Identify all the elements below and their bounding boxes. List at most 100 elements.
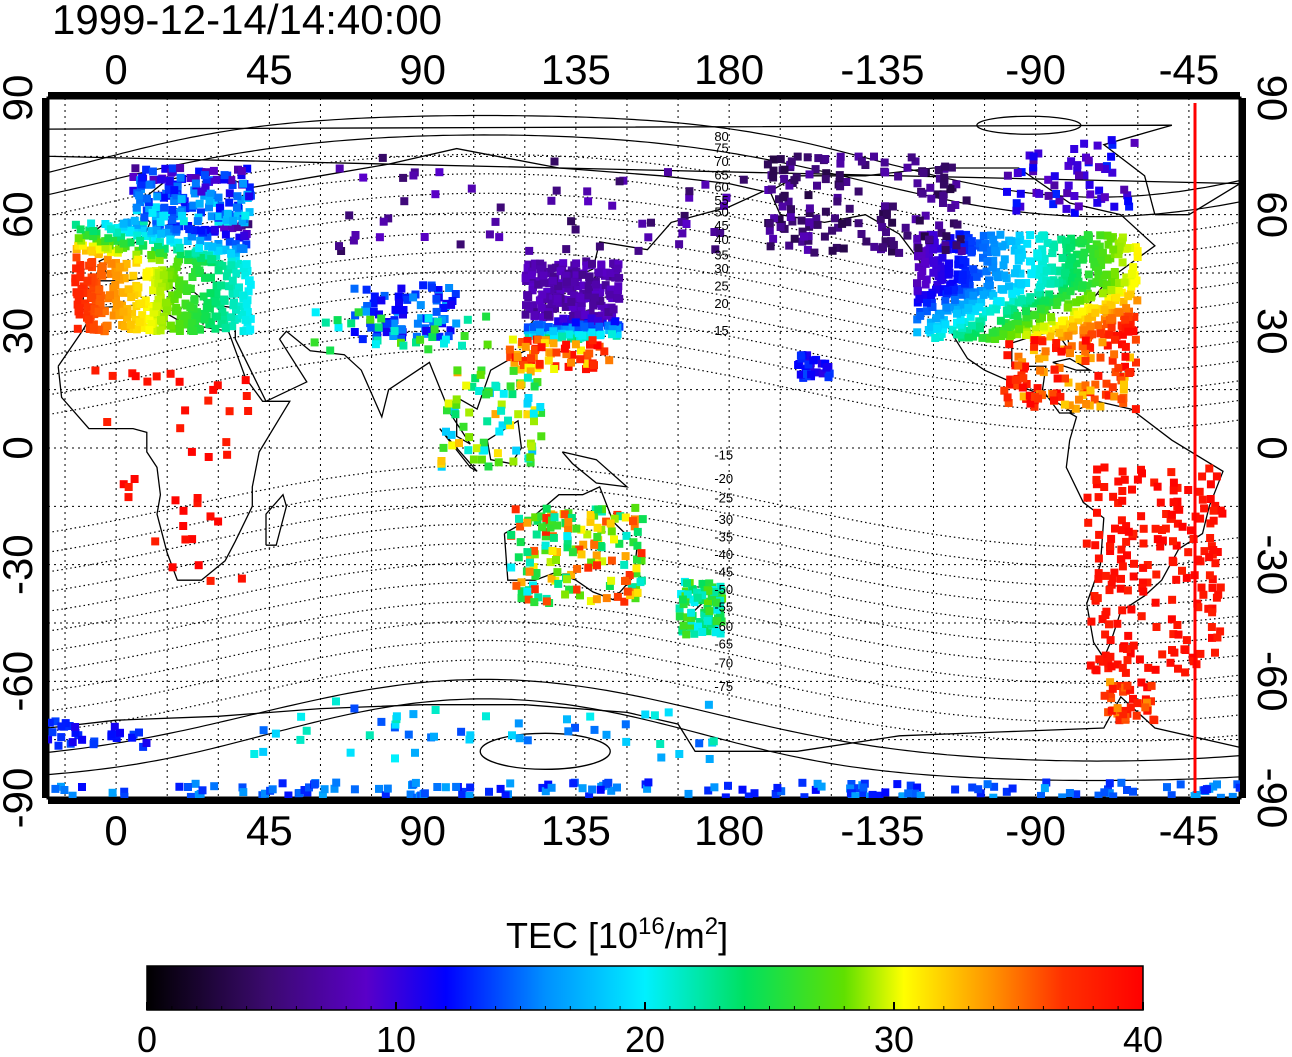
tec-pixel xyxy=(525,558,534,567)
tec-pixel xyxy=(157,282,166,291)
tec-pixel xyxy=(941,246,950,254)
tec-pixel xyxy=(926,318,935,327)
tec-pixel xyxy=(1108,308,1117,317)
tec-pixel xyxy=(48,728,57,737)
tec-pixel xyxy=(585,285,593,294)
bottom-tick-label: 180 xyxy=(694,807,764,854)
right-tick-label: -30 xyxy=(1249,534,1292,595)
tec-pixel xyxy=(477,366,486,375)
tec-pixel xyxy=(693,588,702,597)
tec-pixel xyxy=(228,276,237,285)
tec-pixel xyxy=(1122,522,1131,531)
tec-pixel xyxy=(1098,248,1107,257)
tec-pixel xyxy=(556,286,565,295)
tec-pixel xyxy=(399,310,407,319)
tec-pixel xyxy=(568,548,577,557)
tec-pixel xyxy=(207,212,216,221)
tec-pixel xyxy=(644,778,653,787)
tec-pixel xyxy=(484,462,493,471)
tec-pixel xyxy=(1109,492,1118,501)
tec-pixel xyxy=(574,323,583,332)
tec-pixel xyxy=(1095,163,1103,172)
tec-pixel xyxy=(881,168,890,177)
contour-label: 55 xyxy=(714,193,728,208)
tec-pixel xyxy=(506,421,515,430)
tec-pixel xyxy=(812,214,821,223)
tec-pixel xyxy=(1129,572,1138,581)
bottom-tick-label: 90 xyxy=(399,807,446,854)
tec-pixel xyxy=(193,314,202,323)
tec-pixel xyxy=(1015,325,1024,334)
tec-pixel xyxy=(206,576,215,585)
tec-pixel xyxy=(637,556,646,565)
tec-pixel xyxy=(1128,485,1136,494)
tec-pixel xyxy=(122,259,131,268)
tec-pixel xyxy=(371,340,380,349)
tec-pixel xyxy=(1198,495,1207,504)
tec-pixel xyxy=(560,510,569,519)
tec-pixel xyxy=(929,268,938,277)
tec-pixel xyxy=(89,320,98,329)
tec-pixel xyxy=(1114,363,1123,372)
tec-pixel xyxy=(227,313,236,322)
tec-pixel xyxy=(1080,139,1089,148)
tec-pixel xyxy=(947,163,956,172)
tec-pixel xyxy=(527,354,535,363)
tec-pixel xyxy=(1114,287,1123,295)
mlat-contour xyxy=(47,639,1241,723)
tec-pixel xyxy=(1143,683,1152,692)
tec-pixel xyxy=(862,237,871,246)
tec-pixel xyxy=(1106,678,1115,687)
tec-pixel xyxy=(780,174,789,183)
tec-pixel xyxy=(135,191,144,200)
tec-pixel xyxy=(1122,537,1131,546)
tec-pixel xyxy=(705,755,714,763)
tec-pixel xyxy=(205,203,213,212)
tec-pixel xyxy=(172,225,181,234)
tec-pixel xyxy=(682,220,691,228)
tec-pixel xyxy=(549,533,558,542)
tec-pixel xyxy=(1137,612,1146,621)
tec-pixel xyxy=(1211,501,1220,510)
tec-pixel xyxy=(1116,584,1125,593)
tec-pixel xyxy=(1081,357,1090,365)
tec-pixel xyxy=(1102,379,1111,388)
tec-pixel xyxy=(960,241,969,250)
contour-label: -40 xyxy=(714,547,733,562)
tec-pixel xyxy=(564,524,573,533)
tec-pixel xyxy=(512,446,521,455)
tec-pixel xyxy=(1100,691,1109,700)
tec-pixel xyxy=(547,574,556,583)
tec-pixel xyxy=(1031,265,1040,274)
tec-pixel xyxy=(242,300,251,309)
tec-pixel xyxy=(1076,296,1085,305)
tec-pixel xyxy=(525,246,534,255)
tec-pixel xyxy=(235,283,243,292)
tec-pixel xyxy=(137,299,146,308)
tec-pixel xyxy=(577,346,585,355)
tec-pixel xyxy=(948,325,957,334)
bottom-tick-label: 0 xyxy=(104,807,127,854)
tec-pixel xyxy=(227,254,236,263)
tec-pixel xyxy=(918,189,927,198)
bottom-tick-label: 45 xyxy=(246,807,293,854)
tec-pixel xyxy=(971,328,980,337)
tec-pixel xyxy=(1181,646,1190,654)
tec-pixel xyxy=(1063,189,1072,198)
tec-pixel xyxy=(1133,247,1142,256)
tec-pixel xyxy=(1067,234,1076,243)
tec-pixel xyxy=(383,784,392,793)
tec-pixel xyxy=(138,241,147,250)
tec-pixel xyxy=(1119,687,1128,696)
colorbar-label: TEC [1016/m2] xyxy=(506,913,728,956)
tec-pixel xyxy=(958,275,967,284)
tec-pixel xyxy=(71,723,80,731)
tec-pixel xyxy=(547,783,556,792)
tec-pixel xyxy=(809,356,818,365)
tec-pixel xyxy=(497,406,506,415)
tec-pixel xyxy=(550,272,558,281)
tec-pixel xyxy=(1133,253,1142,261)
tec-pixel xyxy=(1169,558,1178,567)
tec-pixel xyxy=(590,361,598,370)
tec-pixel xyxy=(1061,268,1069,277)
